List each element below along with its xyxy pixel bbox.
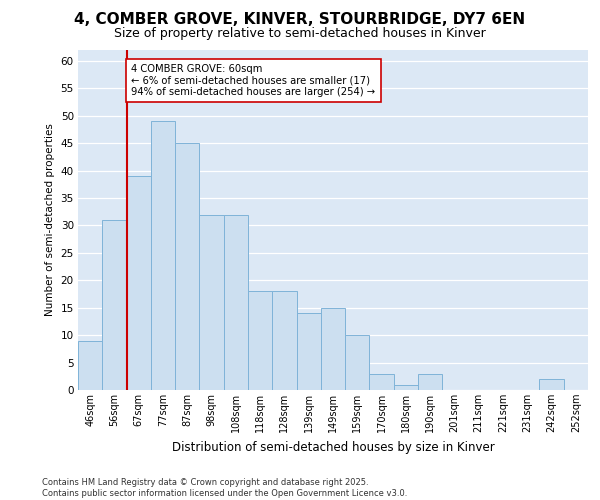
Bar: [102, 220, 127, 390]
Bar: [418, 374, 442, 390]
Bar: [224, 214, 248, 390]
X-axis label: Distribution of semi-detached houses by size in Kinver: Distribution of semi-detached houses by …: [172, 440, 494, 454]
Bar: [78, 340, 102, 390]
Y-axis label: Number of semi-detached properties: Number of semi-detached properties: [45, 124, 55, 316]
Bar: [296, 313, 321, 390]
Text: 4 COMBER GROVE: 60sqm
← 6% of semi-detached houses are smaller (17)
94% of semi-: 4 COMBER GROVE: 60sqm ← 6% of semi-detac…: [131, 64, 376, 97]
Bar: [248, 292, 272, 390]
Bar: [199, 214, 224, 390]
Bar: [345, 335, 370, 390]
Bar: [272, 292, 296, 390]
Bar: [127, 176, 151, 390]
Text: Size of property relative to semi-detached houses in Kinver: Size of property relative to semi-detach…: [114, 28, 486, 40]
Bar: [321, 308, 345, 390]
Bar: [539, 379, 564, 390]
Bar: [151, 122, 175, 390]
Bar: [370, 374, 394, 390]
Bar: [394, 384, 418, 390]
Text: 4, COMBER GROVE, KINVER, STOURBRIDGE, DY7 6EN: 4, COMBER GROVE, KINVER, STOURBRIDGE, DY…: [74, 12, 526, 28]
Text: Contains HM Land Registry data © Crown copyright and database right 2025.
Contai: Contains HM Land Registry data © Crown c…: [42, 478, 407, 498]
Bar: [175, 143, 199, 390]
